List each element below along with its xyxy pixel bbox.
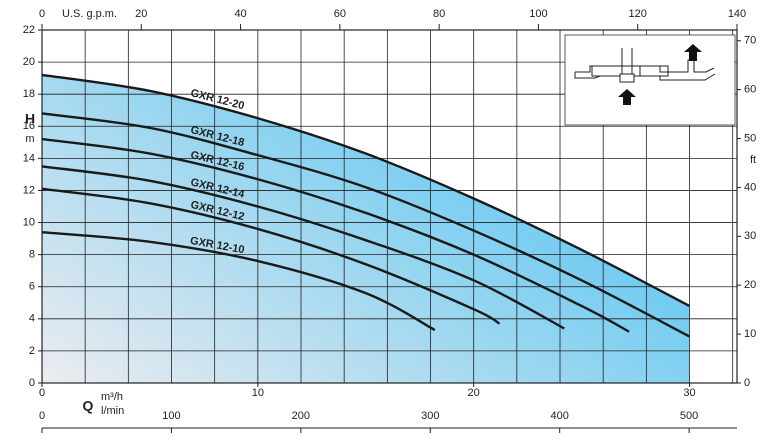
top-tick-label: 140 — [728, 8, 746, 20]
x-label: m³/h — [101, 391, 123, 403]
top-tick-label: 0 — [39, 8, 45, 20]
y2-tick-label: 60 — [744, 84, 756, 96]
top-label: U.S. g.p.m. — [62, 8, 117, 20]
top-tick-label: 80 — [433, 8, 445, 20]
top-tick-label: 20 — [135, 8, 147, 20]
y-tick-label: 4 — [29, 313, 35, 325]
x-tick-label: 20 — [468, 387, 480, 399]
bottom2-tick-label: 200 — [292, 410, 310, 422]
plot-frame — [41, 29, 738, 384]
top-tick-label: 120 — [629, 8, 647, 20]
y2-tick-label: 20 — [744, 279, 756, 291]
y-tick-label: 12 — [23, 184, 35, 196]
y-tick-label: 6 — [29, 281, 35, 293]
y-unit: m — [25, 133, 34, 145]
y2-tick-label: 40 — [744, 181, 756, 193]
top-tick-label: 100 — [529, 8, 547, 20]
y-tick-label: 14 — [23, 152, 35, 164]
pump-curve — [41, 165, 565, 330]
pump-curve — [41, 112, 691, 338]
y-label: H — [25, 111, 35, 127]
pump-curve — [41, 187, 501, 325]
y-tick-label: 22 — [23, 24, 35, 36]
bottom2-tick-label: 500 — [680, 410, 698, 422]
y-tick-label: 2 — [29, 345, 35, 357]
y-tick-label: 18 — [23, 88, 35, 100]
y-tick-label: 20 — [23, 56, 35, 68]
bottom2-tick-label: 300 — [421, 410, 439, 422]
q-label: Q — [83, 398, 94, 414]
x-tick-label: 10 — [252, 387, 264, 399]
y2-label: ft — [750, 154, 756, 166]
y-tick-label: 16 — [23, 120, 35, 132]
shaded-area — [42, 74, 690, 383]
pump-curve — [41, 230, 436, 332]
y2-tick-label: 30 — [744, 230, 756, 242]
x-label-2: l/min — [101, 405, 124, 417]
y-tick-label: 0 — [29, 377, 35, 389]
top-tick-label: 40 — [234, 8, 246, 20]
y2-tick-label: 70 — [744, 35, 756, 47]
inset-diagram — [564, 34, 736, 126]
y2-tick-label: 0 — [744, 377, 750, 389]
bottom2-tick-label: 400 — [551, 410, 569, 422]
bottom2-tick-label: 100 — [162, 410, 180, 422]
y-tick-label: 8 — [29, 249, 35, 261]
x-tick-label: 30 — [683, 387, 695, 399]
top-tick-label: 60 — [334, 8, 346, 20]
y2-tick-label: 50 — [744, 132, 756, 144]
y2-tick-label: 10 — [744, 328, 756, 340]
pump-curve — [41, 137, 630, 333]
pump-curve — [41, 73, 691, 308]
y-tick-label: 10 — [23, 216, 35, 228]
x-tick-label: 0 — [39, 387, 45, 399]
bottom2-tick-label: 0 — [39, 410, 45, 422]
